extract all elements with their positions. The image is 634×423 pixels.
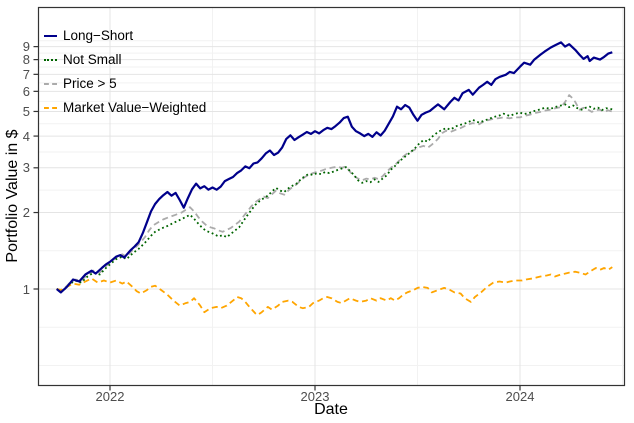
x-tick-label-2022: 2022 [95, 389, 125, 404]
series-line-1 [55, 41, 613, 294]
y-tick-label-6: 6 [22, 84, 30, 99]
legend-key-price-gt-5 [44, 83, 57, 85]
legend-row-long-short: Long−Short [44, 24, 206, 48]
legend-label-long-short: Long−Short [63, 28, 134, 43]
y-tick-label-7: 7 [22, 67, 30, 82]
legend-label-not-small: Not Small [63, 52, 122, 67]
legend-row-not-small: Not Small [44, 48, 206, 72]
series-line-2 [56, 103, 613, 293]
y-tick-label-2: 2 [22, 205, 30, 220]
y-tick-label-8: 8 [22, 52, 30, 67]
legend-row-market-value-weighted: Market Value−Weighted [44, 96, 206, 120]
y-tick-label-5: 5 [22, 104, 30, 119]
legend-key-long-short [44, 35, 57, 37]
legend-row-price-gt-5: Price > 5 [44, 72, 206, 96]
legend-key-market-value-weighted [44, 107, 57, 109]
x-tick-label-2023: 2023 [300, 389, 330, 404]
legend: Long−Short Not Small Price > 5 Market Va… [44, 24, 206, 120]
y-tick-label-4: 4 [22, 129, 30, 144]
y-axis-title: Portfolio Value in $ [4, 129, 21, 263]
y-tick-label-1: 1 [22, 282, 30, 297]
legend-label-price-gt-5: Price > 5 [63, 76, 117, 91]
y-tick-label-9: 9 [22, 39, 30, 54]
x-axis-title: Date [314, 401, 348, 418]
y-tick-label-3: 3 [22, 160, 30, 175]
legend-key-not-small [44, 59, 57, 61]
legend-label-market-value-weighted: Market Value−Weighted [63, 100, 207, 115]
x-tick-label-2024: 2024 [505, 389, 535, 404]
series-line-4 [56, 266, 613, 316]
